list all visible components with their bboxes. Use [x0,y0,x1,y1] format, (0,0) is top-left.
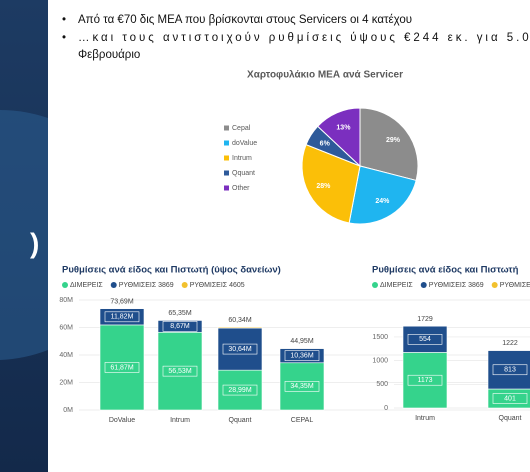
value-label-box [407,374,443,386]
y-tick-label: 1000 [372,357,388,364]
total-label: 65,35M [168,310,192,317]
legend-label: ΔΙΜΕΡΕΙΣ [380,282,413,289]
value-label-box [162,365,198,377]
value-label: 61,87M [110,364,134,371]
value-label: 11,82M [111,314,134,321]
total-label: 60,34M [228,317,252,324]
x-tick-label: Intrum [415,415,435,422]
x-tick-label: DoValue [109,417,135,424]
y-tick-label: 0M [63,407,73,414]
legend-label: doValue [232,140,257,147]
bar-segment [217,327,263,371]
value-label-box [162,321,198,332]
bullet-text: …και τους αντιστοιχούν ρυθμίσεις ύψους €… [78,32,530,44]
value-label: 28,99M [228,387,252,394]
bar-segment [487,350,530,390]
y-tick-label: 20M [59,379,73,386]
value-label-box [284,381,320,392]
total-label: 1729 [417,316,433,323]
value-label: 10,36M [290,352,314,359]
legend-label: ΡΥΘΜΙΣΕΙΣ 4605 [190,282,245,289]
legend-label: Intrum [232,155,252,162]
bar-segment [279,362,325,411]
legend-swatch [224,170,229,176]
legend-dot [110,282,117,288]
bar-segment [99,308,145,326]
value-label: 8,67M [170,323,190,330]
value-label-box [407,334,443,345]
value-label: 554 [419,336,431,343]
y-tick-label: 80M [59,297,73,304]
side-circle [0,110,48,360]
bullet-dot: • [62,14,66,26]
value-label-box [222,343,258,355]
legend-swatch [224,155,229,161]
bullet-dot: • [62,32,66,44]
total-label: 1222 [502,340,518,347]
chart-title: Ρυθμίσεις ανά είδος και Πιστωτή (ύψος δα… [62,265,281,276]
pie-slice [359,107,419,182]
legend-label: ΡΥΘΜΙΣΕ [500,282,530,289]
pie-slice [301,143,361,224]
value-label-box [492,393,528,404]
bullet-text: Από τα €70 δις ΜΕΑ που βρίσκονται στους … [78,14,412,26]
value-label-box [284,350,320,361]
y-tick-label: 60M [59,324,73,331]
chart-title: Ρυθμίσεις ανά είδος και Πιστωτή [372,265,519,276]
legend-dot [372,282,378,288]
y-tick-label: 40M [59,352,73,359]
x-tick-label: Qquant [499,415,522,422]
value-label-box [104,362,140,373]
total-label: 73,69M [110,299,134,306]
legend-label: Qquant [232,170,255,177]
pie-slice [348,165,417,225]
slice-label: 6% [320,140,331,147]
value-label: 813 [504,367,516,374]
value-label-box [492,364,528,376]
legend-swatch [224,185,229,191]
value-label: 30,64M [228,346,252,353]
legend-dot [420,282,427,288]
bar-segment [99,324,145,411]
legend-dot [181,282,188,288]
legend-label: Other [232,185,250,192]
value-label-box [222,384,258,396]
slice-label: 28% [316,183,331,190]
slice-label: 29% [386,137,401,144]
x-tick-label: CEPAL [291,417,314,424]
chart-title: Χαρτοφυλάκιο ΜΕΑ ανά Servicer [247,70,403,81]
legend-swatch [224,140,229,146]
y-tick-label: 0 [384,405,388,412]
x-tick-label: Qquant [229,417,252,424]
y-tick-label: 500 [376,381,388,388]
slice-label: 24% [375,198,390,205]
pie-slice [317,107,361,168]
legend-swatch [224,125,229,131]
slice-label: 13% [336,125,351,132]
value-label: 56,53M [168,368,192,375]
bar-segment [217,369,263,411]
value-label: 1173 [417,377,432,384]
legend-dot [491,282,498,288]
x-tick-label: Intrum [170,417,190,424]
bar-segment [217,326,263,329]
value-label: 34,35M [290,383,314,390]
legend-dot [62,282,68,288]
legend-label: ΡΥΘΜΙΣΕΙΣ 3869 [119,282,174,289]
bullet-text: Φεβρουάριο [78,49,140,61]
bar-segment [402,352,448,409]
side-label: ) [30,227,39,258]
y-tick-label: 1500 [372,334,388,341]
legend-label: Cepal [232,125,251,132]
value-label: 401 [504,395,516,402]
legend-label: ΡΥΘΜΙΣΕΙΣ 3869 [429,282,484,289]
total-label: 44,95M [290,338,314,345]
bar-segment [402,325,448,353]
value-label-box [104,311,140,323]
legend-label: ΔΙΜΕΡΕΙΣ [70,282,103,289]
